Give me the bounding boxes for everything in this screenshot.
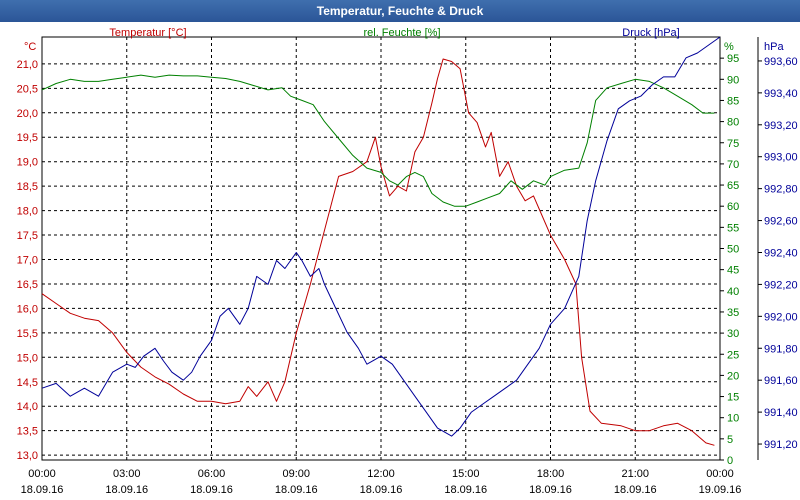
humidity-series-line	[41, 74, 715, 207]
humidity-tick: 60	[727, 201, 739, 213]
temperature-tick: 16,5	[17, 279, 38, 291]
x-tick-time: 00:00	[28, 468, 56, 480]
x-tick-time: 12:00	[367, 468, 395, 480]
x-tick-time: 06:00	[198, 468, 226, 480]
chart-title: Temperatur, Feuchte & Druck	[0, 0, 800, 22]
pressure-unit-label: hPa	[764, 41, 784, 53]
pressure-tick: 993,00	[764, 152, 798, 164]
temperature-tick: 16,0	[17, 303, 38, 315]
humidity-tick: 90	[727, 74, 739, 86]
pressure-tick: 992,80	[764, 184, 798, 196]
temperature-tick: 20,5	[17, 83, 38, 95]
x-tick-date: 18.09.16	[21, 484, 64, 496]
humidity-unit-label: %	[724, 41, 734, 53]
temperature-tick: 17,0	[17, 255, 38, 267]
temperature-tick: 13,0	[17, 450, 38, 462]
pressure-tick: 993,20	[764, 120, 798, 132]
humidity-tick: 20	[727, 370, 739, 382]
humidity-tick: 85	[727, 95, 739, 107]
x-tick-date: 18.09.16	[190, 484, 233, 496]
temperature-unit-label: °C	[24, 41, 36, 53]
humidity-tick: 15	[727, 392, 739, 404]
temperature-tick: 20,0	[17, 108, 38, 120]
temperature-tick: 18,0	[17, 206, 38, 218]
humidity-tick: 30	[727, 328, 739, 340]
x-tick-time: 15:00	[452, 468, 480, 480]
pressure-tick: 991,40	[764, 407, 798, 419]
temperature-tick: 17,5	[17, 230, 38, 242]
humidity-tick: 45	[727, 265, 739, 277]
humidity-axis-label: rel. Feuchte [%]	[363, 27, 440, 39]
x-tick-time: 00:00	[706, 468, 734, 480]
x-tick-date: 18.09.16	[275, 484, 318, 496]
x-tick-time: 09:00	[282, 468, 310, 480]
x-tick-date: 18.09.16	[444, 484, 487, 496]
humidity-tick: 95	[727, 53, 739, 65]
pressure-tick: 992,20	[764, 279, 798, 291]
humidity-tick: 80	[727, 117, 739, 129]
humidity-tick: 40	[727, 286, 739, 298]
x-tick-time: 21:00	[621, 468, 649, 480]
pressure-tick: 992,40	[764, 247, 798, 259]
humidity-tick: 10	[727, 413, 739, 425]
temperature-tick: 19,5	[17, 132, 38, 144]
temperature-tick: 14,0	[17, 401, 38, 413]
axis-layer: 00:00 18.09.16 03:00 18.09.16 06:00 18.09.16 0…	[17, 53, 798, 496]
temperature-tick: 13,5	[17, 426, 38, 438]
pressure-tick: 992,00	[764, 311, 798, 323]
humidity-tick: 5	[727, 434, 733, 446]
humidity-tick: 50	[727, 244, 739, 256]
temperature-tick: 21,0	[17, 59, 38, 71]
temperature-tick: 14,5	[17, 377, 38, 389]
temperature-series-line	[41, 58, 715, 446]
x-tick-date: 19.09.16	[699, 484, 742, 496]
humidity-tick: 75	[727, 138, 739, 150]
humidity-tick: 65	[727, 180, 739, 192]
pressure-axis-label: Druck [hPa]	[622, 27, 679, 39]
humidity-tick: 35	[727, 307, 739, 319]
series-layer	[41, 36, 721, 446]
x-tick-time: 03:00	[113, 468, 141, 480]
pressure-tick: 991,20	[764, 439, 798, 451]
x-tick-date: 18.09.16	[529, 484, 572, 496]
temperature-axis-label: Temperatur [°C]	[109, 27, 186, 39]
x-tick-time: 18:00	[537, 468, 565, 480]
pressure-tick: 991,80	[764, 343, 798, 355]
humidity-tick: 70	[727, 159, 739, 171]
temperature-tick: 18,5	[17, 181, 38, 193]
humidity-tick: 0	[727, 455, 733, 467]
pressure-tick: 991,60	[764, 375, 798, 387]
x-tick-date: 18.09.16	[614, 484, 657, 496]
temperature-tick: 15,0	[17, 352, 38, 364]
x-tick-date: 18.09.16	[105, 484, 148, 496]
humidity-tick: 55	[727, 222, 739, 234]
pressure-tick: 992,60	[764, 216, 798, 228]
pressure-tick: 993,40	[764, 88, 798, 100]
grid	[42, 37, 720, 460]
chart: 00:00 18.09.16 03:00 18.09.16 06:00 18.09.16 0…	[0, 22, 800, 500]
temperature-tick: 19,0	[17, 157, 38, 169]
x-tick-date: 18.09.16	[360, 484, 403, 496]
pressure-series-line	[41, 36, 721, 437]
humidity-tick: 25	[727, 349, 739, 361]
temperature-tick: 15,5	[17, 328, 38, 340]
pressure-tick: 993,60	[764, 56, 798, 68]
